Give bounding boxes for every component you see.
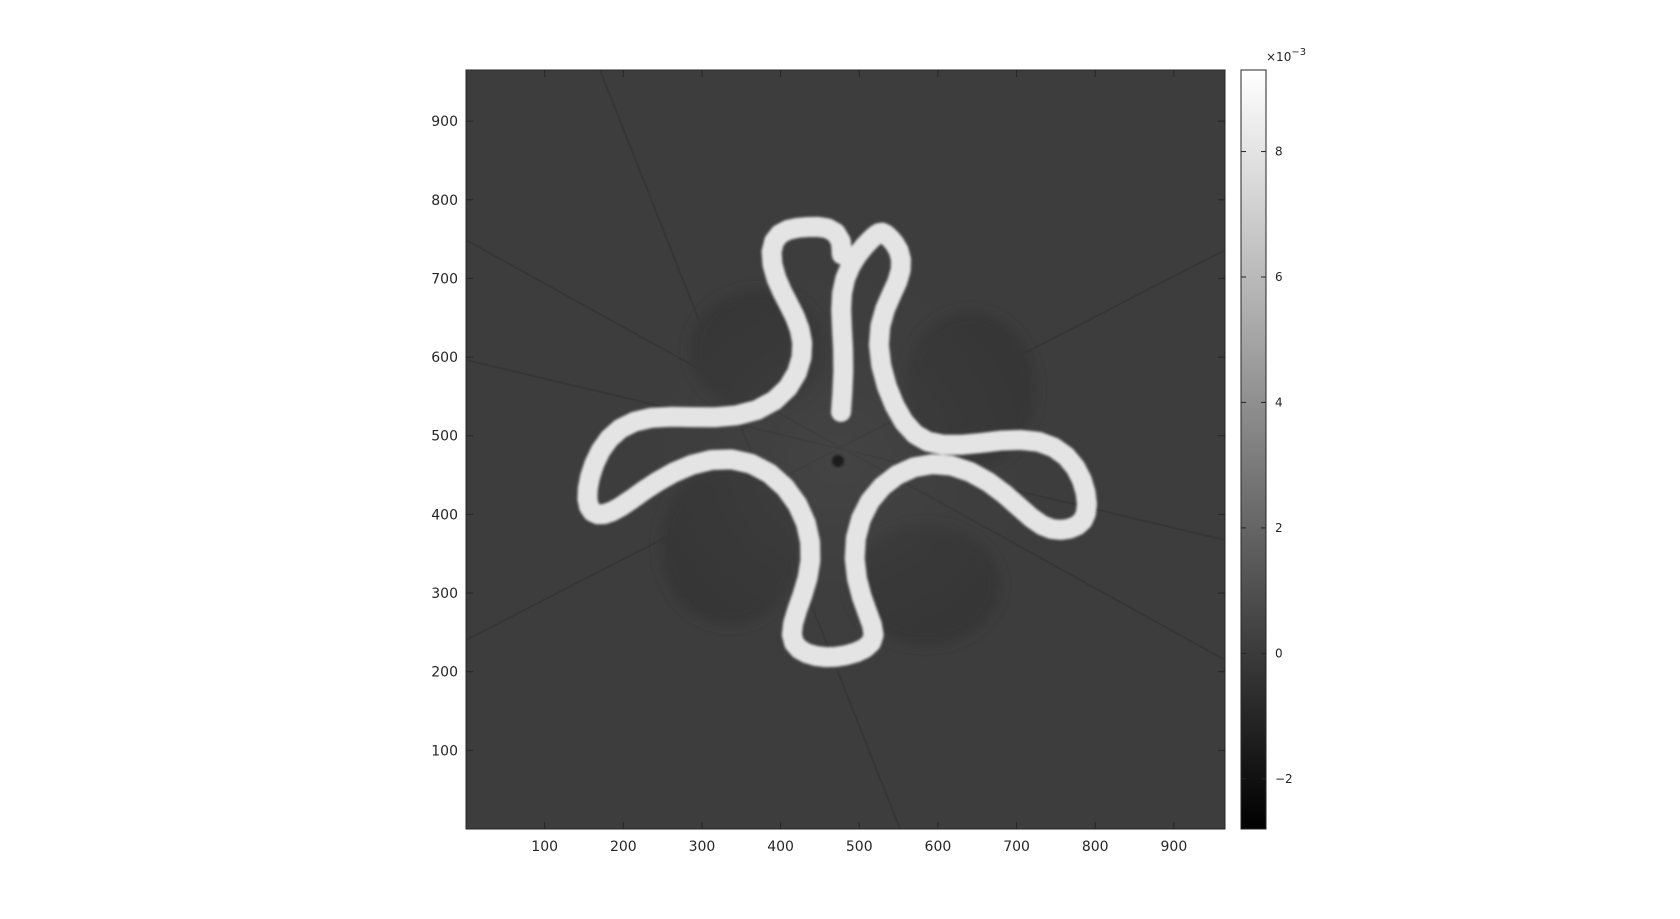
- x-tick-label: 600: [925, 839, 952, 855]
- colorbar-exponent: ×10−3: [1266, 47, 1306, 64]
- ring-path: [577, 216, 1097, 668]
- y-tick-label: 200: [431, 665, 458, 681]
- x-tick-label: 400: [767, 839, 794, 855]
- y-tick-label: 500: [431, 429, 458, 445]
- colorbar-exponent-power: −3: [1291, 47, 1306, 58]
- image-axes: [466, 70, 1225, 829]
- x-tick-label: 200: [610, 839, 637, 855]
- y-axis-ticks: 100 200 300 400 500 600 700 800 900: [431, 114, 1225, 759]
- colorbar-tick-label: 6: [1275, 270, 1283, 284]
- colorbar-tick-label: 4: [1275, 395, 1283, 409]
- center-dark-spot: [832, 455, 844, 467]
- colorbar-gradient: [1241, 70, 1266, 829]
- y-tick-label: 300: [431, 586, 458, 602]
- x-tick-label: 800: [1082, 839, 1109, 855]
- colorbar-tick-label: 2: [1275, 521, 1283, 535]
- colorbar-frame: [1240, 69, 1267, 830]
- colorbar-exponent-base: ×10: [1266, 50, 1291, 64]
- y-tick-label: 100: [431, 743, 458, 759]
- y-tick-label: 600: [431, 350, 458, 366]
- colorbar-ticks: −2 0 2 4 6 8: [1241, 145, 1293, 786]
- x-axis-ticks: 100 200 300 400 500 600 700 800 900: [531, 70, 1187, 855]
- y-tick-label: 800: [431, 193, 458, 209]
- y-tick-label: 400: [431, 507, 458, 523]
- colorbar-tick-label: 8: [1275, 145, 1283, 159]
- y-tick-label: 700: [431, 271, 458, 287]
- colorbar-tick-label: 0: [1275, 646, 1283, 660]
- x-tick-label: 700: [1003, 839, 1030, 855]
- x-tick-label: 300: [689, 839, 716, 855]
- colorbar-tick-label: −2: [1275, 772, 1293, 786]
- colorbar: −2 0 2 4 6 8 ×10−3: [1240, 47, 1306, 830]
- x-tick-label: 500: [846, 839, 873, 855]
- y-tick-label: 900: [431, 114, 458, 130]
- image-frame: [465, 69, 1226, 830]
- x-tick-label: 100: [531, 839, 558, 855]
- ring-feature: [577, 216, 1097, 668]
- x-tick-label: 900: [1161, 839, 1188, 855]
